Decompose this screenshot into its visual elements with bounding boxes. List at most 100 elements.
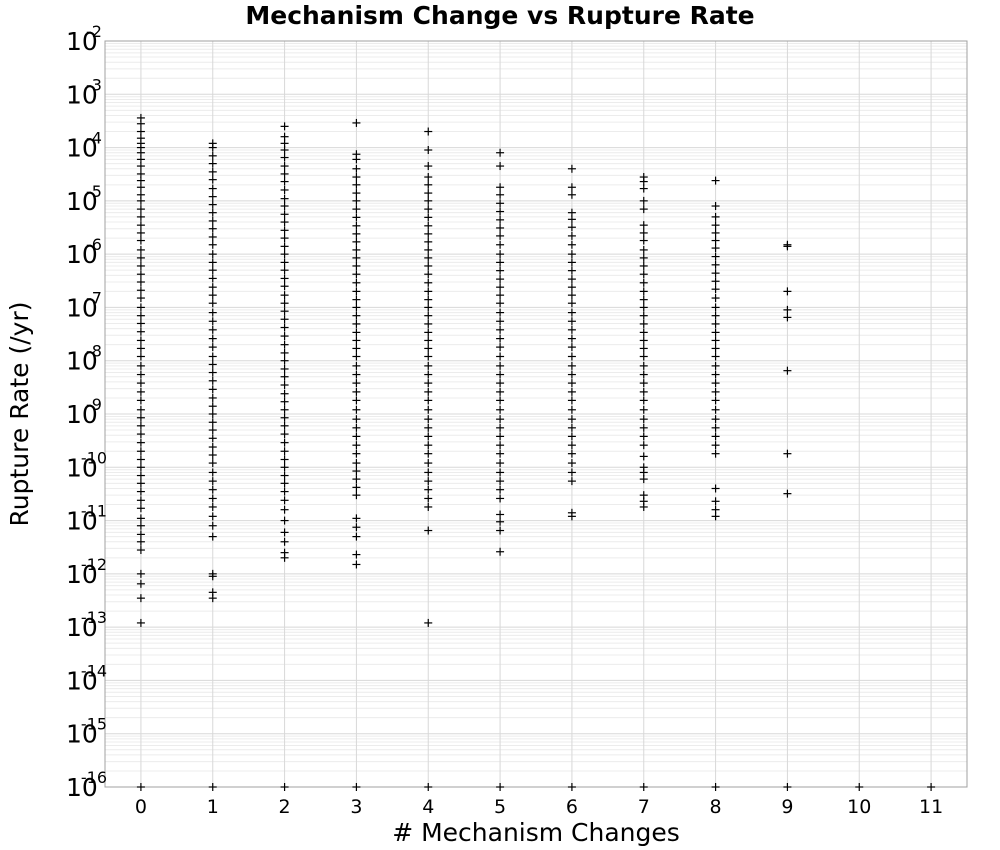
data-point bbox=[496, 299, 505, 308]
y-tick-base: 10 bbox=[66, 400, 98, 429]
data-point bbox=[136, 569, 145, 578]
data-point bbox=[711, 783, 720, 791]
data-point bbox=[567, 291, 576, 300]
data-point bbox=[352, 370, 361, 379]
data-point bbox=[352, 303, 361, 312]
data-point bbox=[280, 381, 289, 390]
data-point bbox=[136, 405, 145, 414]
data-point bbox=[280, 218, 289, 227]
data-point bbox=[280, 242, 289, 251]
data-point bbox=[280, 291, 289, 300]
data-point bbox=[280, 266, 289, 275]
data-point bbox=[280, 234, 289, 243]
data-point bbox=[567, 352, 576, 361]
data-point bbox=[280, 122, 289, 131]
data-point bbox=[424, 379, 433, 388]
data-point bbox=[496, 432, 505, 441]
data-point bbox=[711, 432, 720, 441]
y-tick-exponent: -12 bbox=[81, 555, 107, 574]
data-point bbox=[208, 216, 217, 225]
data-point bbox=[639, 432, 648, 441]
data-point bbox=[136, 546, 145, 555]
data-point bbox=[783, 449, 792, 458]
data-point bbox=[280, 553, 289, 562]
data-point bbox=[208, 159, 217, 168]
data-point bbox=[496, 148, 505, 157]
data-point bbox=[639, 783, 648, 791]
data-point bbox=[639, 396, 648, 405]
data-point bbox=[136, 537, 145, 546]
y-tick-base: 10 bbox=[66, 666, 98, 695]
data-point bbox=[424, 146, 433, 155]
y-tick-exponent: -15 bbox=[81, 715, 107, 734]
data-point bbox=[208, 393, 217, 402]
data-point bbox=[424, 526, 433, 535]
data-point bbox=[136, 471, 145, 480]
data-point bbox=[424, 405, 433, 414]
data-point bbox=[136, 261, 145, 270]
data-point bbox=[783, 489, 792, 498]
y-tick-base: 10 bbox=[66, 240, 98, 269]
data-point bbox=[352, 459, 361, 468]
data-point bbox=[711, 423, 720, 432]
data-point bbox=[208, 317, 217, 326]
data-point bbox=[567, 468, 576, 477]
y-tick-base: 10 bbox=[66, 560, 98, 589]
data-point bbox=[352, 155, 361, 164]
data-point bbox=[711, 244, 720, 253]
data-point bbox=[567, 396, 576, 405]
data-point bbox=[280, 516, 289, 525]
data-point bbox=[424, 449, 433, 458]
data-point bbox=[280, 202, 289, 211]
data-point bbox=[711, 236, 720, 245]
x-tick-label: 2 bbox=[279, 796, 291, 818]
data-point bbox=[280, 226, 289, 235]
data-point bbox=[711, 212, 720, 221]
data-point bbox=[208, 368, 217, 377]
data-point bbox=[711, 303, 720, 312]
data-point bbox=[711, 252, 720, 261]
data-point bbox=[711, 311, 720, 320]
data-point bbox=[711, 415, 720, 424]
y-tick-base: 10 bbox=[66, 80, 98, 109]
data-point bbox=[352, 164, 361, 173]
data-point bbox=[352, 467, 361, 476]
data-point bbox=[496, 250, 505, 259]
data-point bbox=[352, 205, 361, 214]
data-point bbox=[208, 376, 217, 385]
x-tick-label: 1 bbox=[207, 796, 219, 818]
y-tick-base: 10 bbox=[66, 453, 98, 482]
data-point bbox=[136, 196, 145, 205]
data-point bbox=[424, 278, 433, 287]
data-point bbox=[352, 295, 361, 304]
data-point bbox=[711, 294, 720, 303]
data-point bbox=[567, 283, 576, 292]
data-point bbox=[424, 468, 433, 477]
data-point bbox=[136, 278, 145, 287]
data-point bbox=[639, 379, 648, 388]
data-point bbox=[280, 323, 289, 332]
data-point bbox=[352, 432, 361, 441]
data-point bbox=[136, 228, 145, 237]
data-point bbox=[424, 494, 433, 503]
data-point bbox=[136, 479, 145, 488]
data-point bbox=[208, 143, 217, 152]
data-point bbox=[352, 287, 361, 296]
data-point bbox=[496, 441, 505, 450]
data-point bbox=[711, 512, 720, 521]
data-point bbox=[208, 250, 217, 259]
data-point bbox=[424, 205, 433, 214]
y-tick-base: 10 bbox=[66, 613, 98, 642]
data-point bbox=[280, 413, 289, 422]
data-point bbox=[711, 441, 720, 450]
data-point bbox=[352, 415, 361, 424]
data-point bbox=[208, 334, 217, 343]
data-point bbox=[424, 352, 433, 361]
data-point bbox=[711, 277, 720, 286]
data-point bbox=[280, 505, 289, 514]
y-tick-exponent: -14 bbox=[81, 661, 107, 680]
data-point bbox=[136, 438, 145, 447]
x-tick-label: 10 bbox=[847, 796, 871, 818]
data-point bbox=[136, 344, 145, 353]
data-point bbox=[280, 146, 289, 155]
